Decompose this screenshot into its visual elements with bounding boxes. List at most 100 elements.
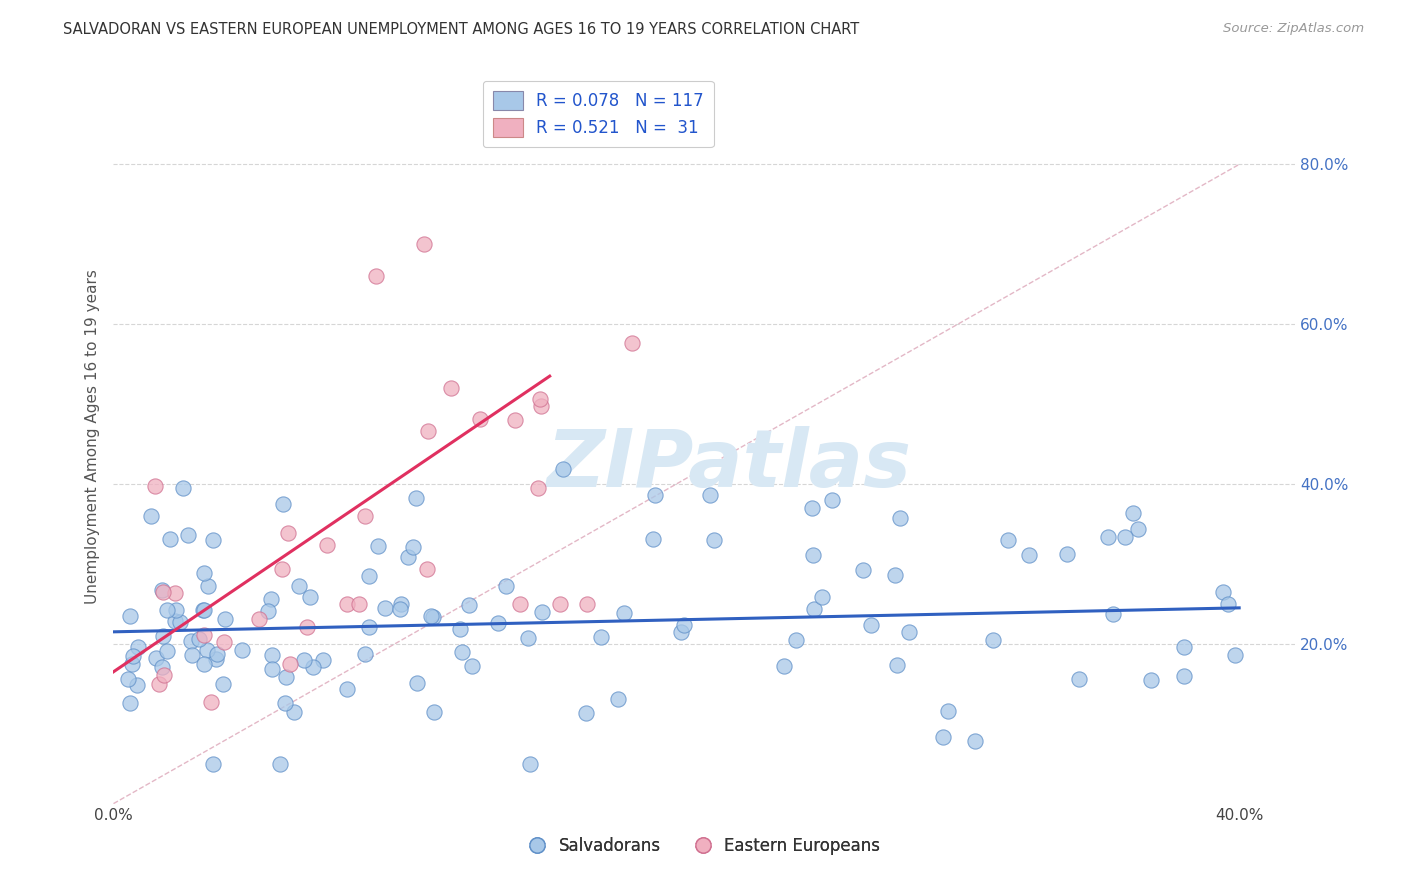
- Point: [367, 539, 389, 553]
- Point: [247, 612, 270, 626]
- Point: [388, 601, 411, 615]
- Point: [419, 609, 441, 624]
- Point: [406, 675, 429, 690]
- Point: [548, 597, 571, 611]
- Point: [197, 579, 219, 593]
- Point: [374, 601, 396, 615]
- Point: [530, 399, 553, 413]
- Point: [495, 578, 517, 592]
- Point: [620, 335, 643, 350]
- Point: [292, 653, 315, 667]
- Point: [889, 511, 911, 525]
- Point: [575, 706, 598, 720]
- Point: [981, 633, 1004, 648]
- Point: [359, 620, 381, 634]
- Point: [1223, 648, 1246, 662]
- Point: [963, 733, 986, 747]
- Point: [936, 704, 959, 718]
- Point: [201, 533, 224, 548]
- Point: [1126, 522, 1149, 536]
- Point: [529, 392, 551, 406]
- Point: [316, 538, 339, 552]
- Point: [591, 630, 613, 644]
- Point: [212, 635, 235, 649]
- Point: [613, 606, 636, 620]
- Point: [449, 622, 471, 636]
- Point: [801, 548, 824, 562]
- Point: [800, 501, 823, 516]
- Point: [422, 610, 444, 624]
- Point: [1140, 673, 1163, 687]
- Point: [276, 670, 298, 684]
- Point: [150, 583, 173, 598]
- Point: [165, 586, 187, 600]
- Point: [205, 652, 228, 666]
- Point: [349, 597, 371, 611]
- Point: [271, 497, 294, 511]
- Point: [811, 590, 834, 604]
- Point: [416, 562, 439, 576]
- Point: [188, 632, 211, 646]
- Point: [353, 647, 375, 661]
- Point: [193, 566, 215, 580]
- Point: [127, 640, 149, 654]
- Point: [269, 756, 291, 771]
- Point: [1097, 530, 1119, 544]
- Point: [201, 756, 224, 771]
- Point: [191, 603, 214, 617]
- Point: [231, 643, 253, 657]
- Point: [526, 481, 548, 495]
- Point: [997, 533, 1019, 548]
- Point: [260, 648, 283, 662]
- Point: [519, 756, 541, 771]
- Point: [439, 381, 461, 395]
- Point: [260, 662, 283, 676]
- Point: [553, 461, 575, 475]
- Point: [1018, 548, 1040, 562]
- Point: [931, 730, 953, 744]
- Point: [125, 678, 148, 692]
- Point: [200, 695, 222, 709]
- Point: [1218, 597, 1240, 611]
- Point: [803, 602, 825, 616]
- Point: [169, 615, 191, 629]
- Point: [669, 625, 692, 640]
- Point: [302, 660, 325, 674]
- Point: [1101, 607, 1123, 621]
- Point: [509, 597, 531, 611]
- Point: [364, 269, 387, 284]
- Point: [458, 598, 481, 612]
- Point: [180, 633, 202, 648]
- Point: [283, 705, 305, 719]
- Point: [195, 642, 218, 657]
- Point: [260, 592, 283, 607]
- Point: [1122, 506, 1144, 520]
- Point: [156, 603, 179, 617]
- Point: [389, 597, 412, 611]
- Point: [460, 658, 482, 673]
- Point: [152, 584, 174, 599]
- Point: [117, 673, 139, 687]
- Point: [172, 481, 194, 495]
- Point: [353, 509, 375, 524]
- Point: [672, 618, 695, 632]
- Point: [468, 411, 491, 425]
- Point: [148, 677, 170, 691]
- Point: [859, 617, 882, 632]
- Point: [450, 645, 472, 659]
- Point: [180, 648, 202, 662]
- Legend: Salvadorans, Eastern Europeans: Salvadorans, Eastern Europeans: [522, 830, 887, 862]
- Point: [166, 603, 188, 617]
- Point: [118, 608, 141, 623]
- Point: [531, 606, 554, 620]
- Point: [336, 682, 359, 697]
- Point: [644, 488, 666, 502]
- Point: [1056, 547, 1078, 561]
- Point: [121, 657, 143, 672]
- Point: [413, 237, 436, 252]
- Point: [821, 493, 844, 508]
- Point: [150, 660, 173, 674]
- Point: [336, 597, 359, 611]
- Point: [486, 615, 509, 630]
- Point: [257, 604, 280, 618]
